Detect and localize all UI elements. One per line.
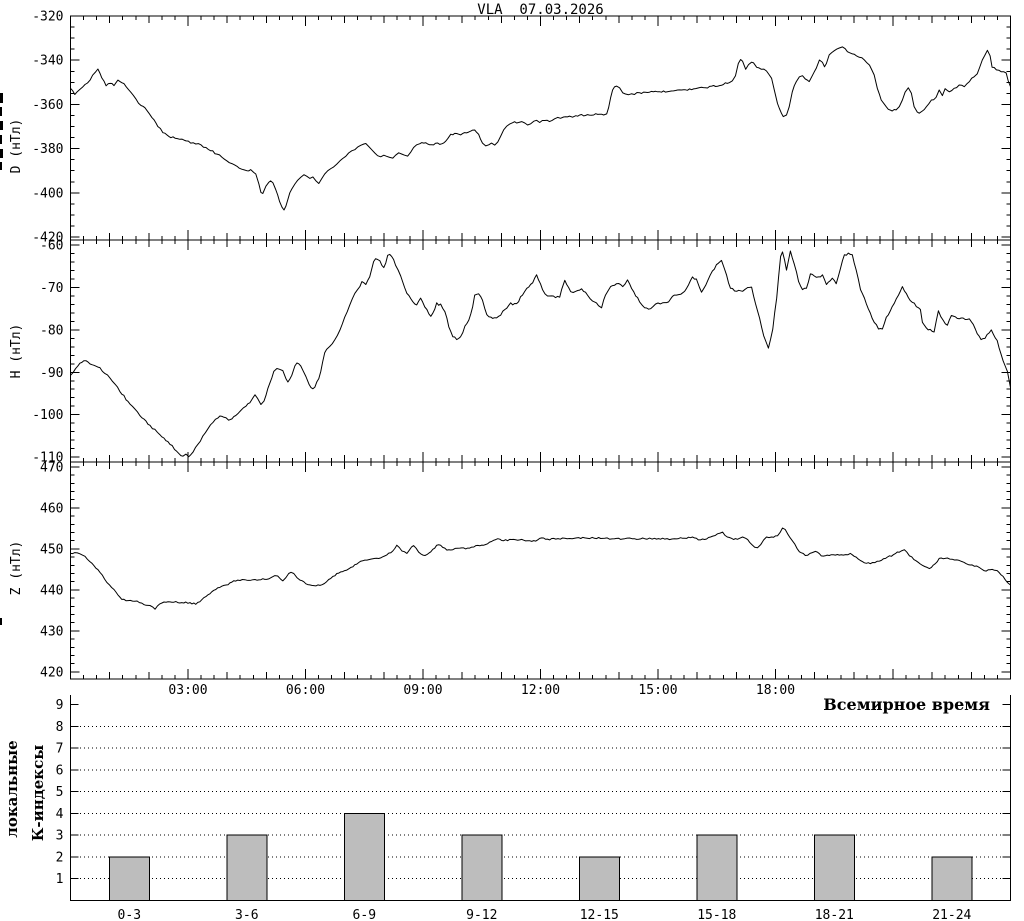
series-curve-D xyxy=(70,46,1011,211)
k-y-tick-label: 4 xyxy=(56,807,64,822)
k-category-label: 9-12 xyxy=(466,908,497,921)
k-y-tick-label: 2 xyxy=(56,850,64,865)
time-tick-label: 15:00 xyxy=(638,683,677,698)
clipped-left-label-fragment xyxy=(0,162,2,170)
k-y-tick-label: 3 xyxy=(56,829,64,844)
k-category-label: 0-3 xyxy=(118,908,141,921)
y-tick-label-D: -400 xyxy=(32,186,63,201)
k-category-label: 15-18 xyxy=(697,908,736,921)
time-tick-label: 03:00 xyxy=(168,683,207,698)
y-tick-label-Z: 440 xyxy=(40,583,63,598)
panel-ticks-D xyxy=(70,15,1011,240)
y-tick-label-Z: 470 xyxy=(40,460,63,475)
k-y-tick-label: 6 xyxy=(56,763,64,778)
k-y-tick-label: 5 xyxy=(56,785,64,800)
clipped-left-label-fragment xyxy=(0,93,3,103)
k-category-label: 3-6 xyxy=(235,908,258,921)
k-index-bar xyxy=(108,856,150,902)
y-tick-label-Z: 450 xyxy=(40,542,63,557)
series-curve-H xyxy=(70,250,1011,458)
page-title: VLA 07.03.2026 xyxy=(477,2,604,18)
k-category-label: 18-21 xyxy=(815,908,854,921)
y-tick-label-H: -60 xyxy=(40,239,63,254)
clipped-left-label-fragment xyxy=(0,107,2,116)
y-tick-label-D: -360 xyxy=(32,98,63,113)
k-y-tick-label: 9 xyxy=(56,698,64,713)
time-tick-label: 06:00 xyxy=(286,683,325,698)
k-index-bar xyxy=(461,834,503,902)
y-tick-label-Z: 460 xyxy=(40,501,63,516)
clipped-left-label-fragment xyxy=(0,149,3,158)
time-tick-label: 12:00 xyxy=(521,683,560,698)
y-tick-label-Z: 420 xyxy=(40,665,63,680)
time-tick-label: 09:00 xyxy=(403,683,442,698)
y-tick-label-D: -320 xyxy=(32,10,63,25)
k-index-bar xyxy=(931,856,973,902)
clipped-left-label-fragment xyxy=(0,618,2,625)
k-y-tick-label: 8 xyxy=(56,720,64,735)
panel-ticks-Z xyxy=(70,462,1011,679)
y-tick-label-H: -100 xyxy=(32,408,63,423)
y-tick-label-H: -90 xyxy=(40,366,63,381)
y-tick-label-H: -80 xyxy=(40,323,63,338)
y-tick-label-H: -110 xyxy=(32,451,63,466)
k-index-bar xyxy=(813,834,855,902)
k-index-bar xyxy=(226,834,268,902)
y-tick-label-D: -420 xyxy=(32,231,63,246)
k-y-tick-label: 1 xyxy=(56,872,64,887)
y-tick-label-D: -380 xyxy=(32,142,63,157)
panel-ticks-H xyxy=(70,240,1011,462)
series-curve-Z xyxy=(70,527,1011,610)
y-tick-label-Z: 430 xyxy=(40,624,63,639)
k-index-bar xyxy=(343,812,385,902)
k-category-label: 6-9 xyxy=(353,908,376,921)
k-category-label: 12-15 xyxy=(580,908,619,921)
panel-box-D xyxy=(70,15,1011,241)
clipped-left-label-fragment xyxy=(0,135,2,144)
y-tick-label-D: -340 xyxy=(32,54,63,69)
time-tick-label: 18:00 xyxy=(756,683,795,698)
panel-box-Z xyxy=(70,461,1011,680)
clipped-left-label-fragment xyxy=(0,121,3,130)
k-category-label: 21-24 xyxy=(932,908,971,921)
y-tick-label-H: -70 xyxy=(40,281,63,296)
panel-box-H xyxy=(70,239,1011,463)
k-index-bar xyxy=(696,834,738,902)
k-axis-ticks xyxy=(70,704,1011,880)
k-y-tick-label: 7 xyxy=(56,742,64,757)
universal-time-label: Всемирное время xyxy=(823,695,990,714)
k-index-bar xyxy=(578,856,620,902)
